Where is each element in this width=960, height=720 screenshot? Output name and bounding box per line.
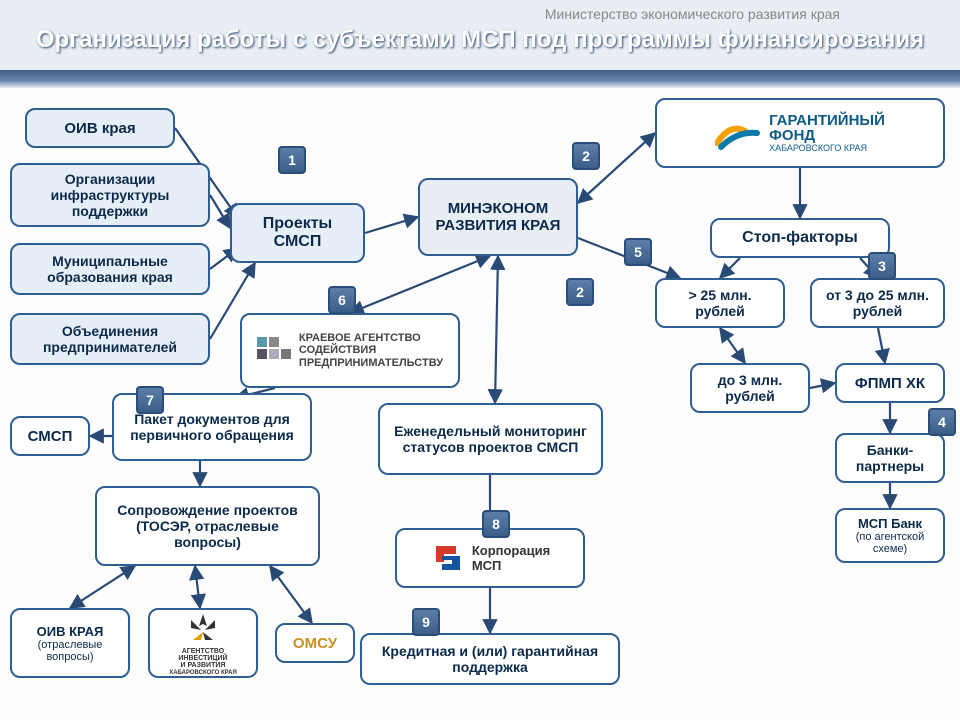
node-fpmp: ФПМП ХК (835, 363, 945, 403)
step-number-8: 8 (482, 510, 510, 538)
diagram-stage: ОИВ края Организации инфраструктуры подде… (0, 88, 960, 720)
node-air: АГЕНТСТВОИНВЕСТИЦИЙИ РАЗВИТИЯХАБАРОВСКОГ… (148, 608, 258, 678)
edge-stopf-gt25 (720, 258, 740, 278)
node-lt3: до 3 млн. рублей (690, 363, 810, 413)
edge-3to25-fpmp (878, 328, 885, 363)
edge-soprov-omsu (270, 566, 312, 623)
node-stopf: Стоп-факторы (710, 218, 890, 258)
edge-minec-kasp (350, 256, 490, 313)
node-kasp: КРАЕВОЕ АГЕНТСТВОСОДЕЙСТВИЯПРЕДПРИНИМАТЕ… (240, 313, 460, 388)
step-number-3: 3 (868, 252, 896, 280)
step-number-5: 5 (624, 238, 652, 266)
node-proekty: Проекты СМСП (230, 203, 365, 263)
page-title: Организация работы с субъектами МСП под … (0, 26, 960, 54)
edge-proekty-minec (365, 217, 418, 233)
header: Министерство экономического развития кра… (0, 0, 960, 88)
step-number-2: 2 (572, 142, 600, 170)
edge-minec-monitor (495, 256, 498, 403)
step-number-1: 1 (278, 146, 306, 174)
edge-gt25-lt3 (720, 328, 745, 363)
edge-lt3-fpmp (810, 383, 835, 388)
node-mspbank: МСП Банк(по агентской схеме) (835, 508, 945, 563)
node-oiv2: ОИВ КРАЯ(отраслевые вопросы) (10, 608, 130, 678)
node-gt25: > 25 млн. рублей (655, 278, 785, 328)
node-banki: Банки-партнеры (835, 433, 945, 483)
step-number-9: 9 (412, 608, 440, 636)
node-obied: Объединения предпринимателей (10, 313, 210, 365)
edge-org_infra-proekty (210, 195, 230, 228)
step-number-2: 2 (566, 278, 594, 306)
step-number-7: 7 (136, 386, 164, 414)
edge-soprov-oiv2 (70, 566, 135, 608)
node-munic: Муниципальные образования края (10, 243, 210, 295)
header-gradient (0, 70, 960, 88)
node-org_infra: Организации инфраструктуры поддержки (10, 163, 210, 227)
step-number-4: 4 (928, 408, 956, 436)
node-monitor: Еженедельный мониторинг статусов проекто… (378, 403, 603, 475)
node-omsu: ОМСУ (275, 623, 355, 663)
node-3to25: от 3 до 25 млн. рублей (810, 278, 945, 328)
node-oiv_kraya: ОИВ края (25, 108, 175, 148)
node-kredit: Кредитная и (или) гарантийная поддержка (360, 633, 620, 685)
node-soprov: Сопровождение проектов (ТОСЭР, отраслевы… (95, 486, 320, 566)
node-gfond: ГАРАНТИЙНЫЙФОНДХАБАРОВСКОГО КРАЯ (655, 98, 945, 168)
node-smsp: СМСП (10, 416, 90, 456)
edge-soprov-air (195, 566, 200, 608)
node-minec: МИНЭКОНОМ РАЗВИТИЯ КРАЯ (418, 178, 578, 256)
step-number-6: 6 (328, 286, 356, 314)
ministry-subtitle: Министерство экономического развития кра… (545, 6, 840, 22)
